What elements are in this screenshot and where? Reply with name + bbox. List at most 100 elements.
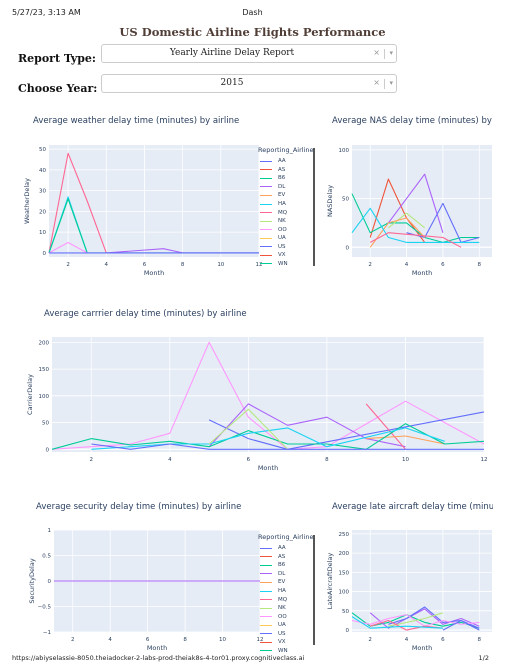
x-axis-label: Month — [258, 464, 278, 472]
legend-item-oo[interactable]: OO — [258, 612, 314, 621]
series-line-us[interactable] — [91, 443, 484, 450]
series-line-ha[interactable] — [351, 616, 443, 629]
x-tick-label: 6 — [146, 637, 150, 643]
legend-item-ua[interactable]: UA — [258, 621, 314, 630]
legend-item-as[interactable]: AS — [258, 553, 314, 562]
legend-label: NK — [278, 218, 286, 225]
series-line-b6[interactable] — [51, 423, 485, 450]
legend-swatch — [260, 177, 272, 179]
legend-item-nk[interactable]: NK — [258, 217, 314, 226]
legend-item-mq[interactable]: MQ — [258, 208, 314, 217]
legend-title: Reporting_Airline — [258, 146, 314, 154]
legend-item-us[interactable]: US — [258, 242, 314, 251]
legend-label: VX — [278, 639, 286, 646]
series-line-b6[interactable] — [351, 193, 480, 243]
x-tick-label: 8 — [181, 262, 185, 268]
legend-scrollbar[interactable] — [313, 148, 315, 266]
x-tick-label: 6 — [143, 262, 147, 268]
clear-icon[interactable]: × — [373, 78, 380, 87]
legend-swatch — [260, 616, 272, 618]
y-tick-label: 100 — [339, 590, 350, 596]
legend-item-dl[interactable]: DL — [258, 183, 314, 192]
legend-item-ua[interactable]: UA — [258, 234, 314, 243]
legend-item-vx[interactable]: VX — [258, 638, 314, 647]
series-line-mq[interactable] — [370, 619, 443, 631]
weather-chart-title: Average weather delay time (minutes) by … — [33, 116, 240, 126]
legend-swatch — [260, 581, 272, 583]
legend-item-nk[interactable]: NK — [258, 604, 314, 613]
x-tick-label: 8 — [325, 457, 329, 463]
series-line-us[interactable] — [442, 619, 480, 631]
legend-item-b6[interactable]: B6 — [258, 174, 314, 183]
legend-item-vx[interactable]: VX — [258, 251, 314, 260]
legend-item-us[interactable]: US — [258, 629, 314, 638]
y-tick-label: 40 — [39, 168, 46, 174]
legend-swatch — [260, 254, 272, 256]
series-line-ev[interactable] — [366, 435, 445, 445]
legend-swatch — [260, 246, 272, 248]
x-tick-label: 10 — [217, 262, 224, 268]
legend-item-b6[interactable]: B6 — [258, 561, 314, 570]
series-line-oo[interactable] — [48, 241, 88, 254]
y-tick-label: 0.5 — [42, 554, 51, 560]
late-aircraft-chart-title: Average late aircraft delay time (minute… — [332, 502, 493, 512]
series-line-aa[interactable] — [208, 411, 485, 450]
series-line-ev[interactable] — [369, 217, 426, 248]
series-group — [351, 173, 480, 248]
legend-item-ev[interactable]: EV — [258, 578, 314, 587]
series-line-ha[interactable] — [91, 427, 445, 450]
x-tick-label: 2 — [71, 637, 75, 643]
x-tick-label: 8 — [478, 637, 482, 643]
legend-item-aa[interactable]: AA — [258, 544, 314, 553]
legend-swatch — [260, 633, 272, 635]
series-line-nk[interactable] — [388, 212, 426, 229]
series-line-ha[interactable] — [351, 207, 480, 243]
legend-item-mq[interactable]: MQ — [258, 595, 314, 604]
series-line-mq[interactable] — [369, 232, 462, 248]
series-line-oo[interactable] — [51, 341, 485, 450]
series-line-nk[interactable] — [388, 612, 444, 627]
browser-tab-title: Dash — [242, 8, 263, 17]
legend-swatch — [260, 203, 272, 205]
legend-item-ha[interactable]: HA — [258, 587, 314, 596]
x-tick-label: 12 — [481, 457, 488, 463]
year-value: 2015 — [220, 78, 244, 88]
legend-item-wn[interactable]: WN — [258, 260, 314, 269]
carrier-chart-title: Average carrrier delay time (minutes) by… — [44, 309, 247, 319]
report-type-dropdown[interactable]: Yearly Airline Delay Report × ▾ — [101, 44, 397, 63]
legend-swatch — [260, 237, 272, 239]
legend-item-dl[interactable]: DL — [258, 570, 314, 579]
legend-item-ha[interactable]: HA — [258, 200, 314, 209]
series-line-dl[interactable] — [369, 608, 480, 629]
year-dropdown[interactable]: 2015 × ▾ — [101, 74, 397, 93]
legend-scrollbar[interactable] — [313, 535, 315, 645]
legend-item-ev[interactable]: EV — [258, 191, 314, 200]
legend-item-wn[interactable]: WN — [258, 647, 314, 656]
legend-item-aa[interactable]: AA — [258, 157, 314, 166]
y-tick-label: 50 — [342, 197, 349, 203]
series-line-dl[interactable] — [387, 173, 444, 233]
chevron-down-icon[interactable]: ▾ — [389, 49, 393, 57]
series-line-dl[interactable] — [208, 403, 406, 448]
series-group — [351, 606, 480, 631]
series-line-nk[interactable] — [208, 408, 288, 450]
legend-label: NK — [278, 605, 286, 612]
legend-swatch — [260, 573, 272, 575]
y-tick-label: 150 — [39, 367, 50, 373]
legend-label: EV — [278, 579, 286, 586]
legend-swatch — [260, 607, 272, 609]
page-title: US Domestic Airline Flights Performance — [119, 25, 386, 39]
chevron-down-icon[interactable]: ▾ — [389, 79, 393, 87]
x-tick-label: 6 — [441, 637, 445, 643]
y-tick-label: 20 — [39, 209, 46, 215]
security-chart-legend: Reporting_Airline AA AS B6 DL EV HA MQ NK OO UA US V… — [258, 533, 314, 655]
legend-item-as[interactable]: AS — [258, 166, 314, 175]
series-line-mq[interactable] — [365, 403, 406, 450]
legend-swatch — [260, 160, 272, 162]
clear-icon[interactable]: × — [373, 48, 380, 57]
carrier-delay-chart: 0 50 100 150 200 2 4 6 8 10 12 Month CarrierDelay — [26, 337, 488, 472]
series-line-mq[interactable] — [48, 152, 107, 254]
page-indicator: 1/2 — [478, 654, 489, 662]
legend-item-oo[interactable]: OO — [258, 225, 314, 234]
legend-label: AA — [278, 545, 286, 552]
